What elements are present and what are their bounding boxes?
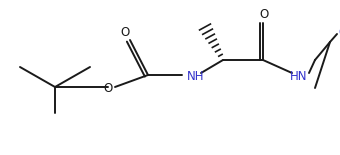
- Text: O: O: [259, 7, 269, 20]
- Text: O: O: [120, 26, 130, 38]
- Text: O: O: [103, 82, 113, 95]
- Text: OH: OH: [338, 27, 340, 40]
- Text: NH: NH: [187, 71, 204, 84]
- Text: HN: HN: [290, 71, 307, 84]
